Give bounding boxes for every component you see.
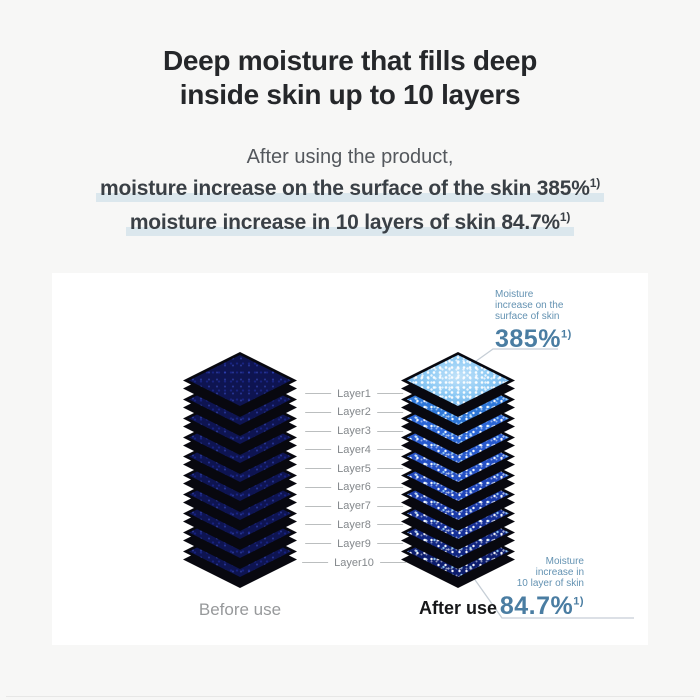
claim-deep-text: moisture increase in 10 layers of skin 8…	[129, 211, 560, 234]
layer-label: Layer9	[337, 537, 371, 550]
claim-deep-moisture: moisture increase in 10 layers of skin 8…	[0, 210, 700, 236]
layer-row-left-line	[305, 486, 332, 488]
stack-before	[183, 352, 297, 596]
claim-surface-highlight: moisture increase on the surface of the …	[96, 177, 604, 202]
layer-row-right-line	[376, 393, 403, 394]
claim-surface-footnote: 1)	[589, 176, 600, 190]
claim-surface-text: moisture increase on the surface of the …	[100, 177, 590, 200]
layer-row: Layer2	[305, 406, 403, 418]
layer-row: Layer4	[305, 444, 403, 456]
layer-row: Layer9	[305, 538, 403, 550]
layer-row-left-line	[305, 524, 332, 526]
layer-label: Layer2	[337, 406, 371, 419]
annotation-deep-line1: Moisture	[545, 556, 584, 567]
claim-deep-footnote: 1)	[559, 210, 571, 224]
layer-row: Layer8	[305, 519, 403, 531]
layer-row-right-line	[379, 562, 406, 564]
annotation-surface-line3: surface of skin	[495, 311, 560, 322]
layer-label: Layer8	[337, 518, 371, 531]
annotation-surface-line2: increase on the	[495, 300, 564, 311]
layer-label: Layer10	[334, 556, 374, 569]
layer-row-left-line	[305, 543, 332, 545]
after-stack-layer	[401, 352, 515, 417]
annotation-surface-line1: Moisture	[495, 289, 534, 300]
annotation-deep-line2: increase in	[535, 567, 584, 578]
layer-row: Layer5	[305, 463, 403, 475]
layer-label: Layer3	[337, 425, 371, 438]
layer-row-left-line	[302, 562, 329, 564]
page-title-line2: inside skin up to 10 layers	[179, 79, 521, 110]
layer-row-left-line	[305, 505, 332, 507]
stack-after	[401, 352, 515, 596]
layer-label: Layer6	[337, 481, 371, 494]
layer-label: Layer7	[337, 500, 371, 513]
diagram-panel: Layer1 Layer2 Layer3 Layer4 Layer5 Layer6 Laye…	[52, 273, 648, 645]
layer-row: Layer6	[305, 481, 403, 493]
layer-row-right-line	[376, 524, 403, 526]
layer-row-right-line	[376, 411, 403, 413]
layer-row: Layer7	[305, 500, 403, 512]
claim-deep-highlight: moisture increase in 10 layers of skin 8…	[125, 210, 575, 236]
layer-row-right-line	[376, 543, 403, 545]
layer-row-left-line	[305, 430, 332, 432]
layer-label: Layer4	[337, 443, 371, 456]
subtitle-intro: After using the product,	[246, 146, 454, 168]
annotation-deep-moisture: Moisture increase in 10 layer of skin 84…	[500, 556, 584, 619]
annotation-deep-value: 84.7%1)	[500, 593, 584, 619]
page-title: Deep moisture that fills deep inside ski…	[0, 44, 700, 112]
layer-row-right-line	[376, 505, 403, 507]
layer-row-right-line	[376, 449, 403, 451]
page-title-line1: Deep moisture that fills deep	[162, 45, 538, 76]
layer-row-right-line	[376, 486, 403, 488]
page-bottom-divider	[6, 696, 694, 697]
annotation-deep-footnote: 1)	[573, 595, 584, 608]
layer-row-left-line	[305, 411, 332, 413]
annotation-surface-footnote: 1)	[560, 328, 572, 341]
layer-row-right-line	[376, 430, 403, 432]
before-stack-layer	[183, 352, 297, 417]
layer-row-left-line	[305, 449, 332, 451]
layer-row: Layer1	[305, 388, 403, 400]
layer-row-left-line	[305, 468, 332, 470]
layer-row: Layer10	[302, 557, 406, 569]
claim-surface-moisture: moisture increase on the surface of the …	[0, 177, 700, 202]
layer-row: Layer3	[305, 425, 403, 437]
annotation-deep-line3: 10 layer of skin	[516, 578, 584, 589]
annotation-deep-percent: 84.7%	[499, 592, 574, 620]
layer-row-right-line	[376, 468, 403, 470]
annotation-surface-value: 385%1)	[495, 326, 572, 352]
annotation-surface-percent: 385%	[495, 325, 561, 353]
layer-row-left-line	[305, 393, 332, 394]
before-use-label: Before use	[198, 600, 282, 619]
layer-label: Layer1	[337, 387, 371, 400]
annotation-surface-moisture: Moisture increase on the surface of skin…	[495, 289, 572, 352]
after-use-label: After use	[418, 598, 498, 618]
layer-label: Layer5	[337, 462, 371, 475]
